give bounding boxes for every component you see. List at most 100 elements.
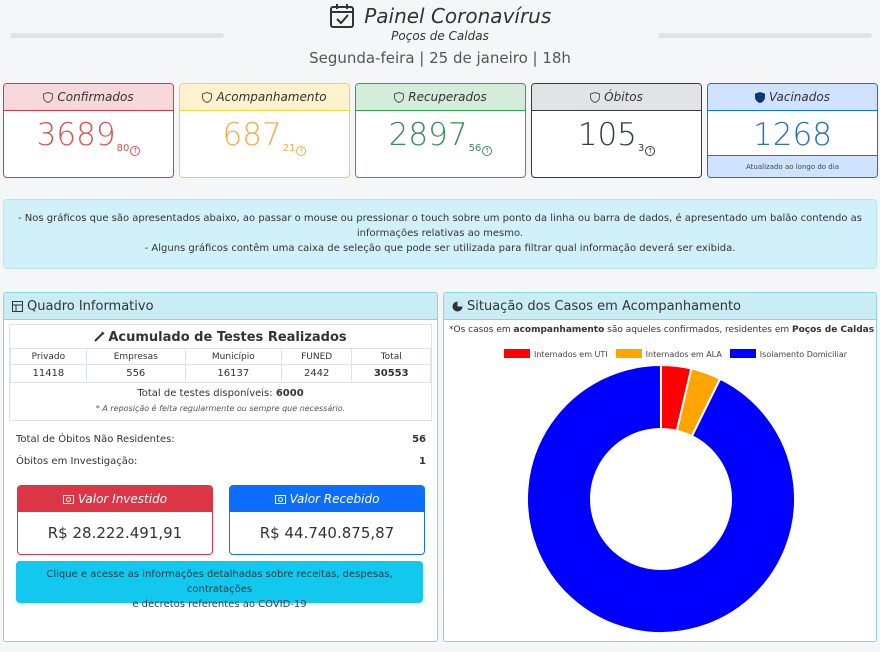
shield-icon (590, 91, 601, 104)
nonresident-deaths-row: Total de Óbitos Não Residentes: 56 (16, 434, 426, 445)
card-delta-value: 3 (637, 143, 645, 154)
tests-col-value: 16137 (184, 364, 282, 383)
card-label: Vacinados (769, 90, 830, 104)
note-bold: Poços de Caldas (792, 325, 875, 335)
note-text: são aqueles confirmados, residentes em (604, 325, 792, 335)
card-value: 3689 (36, 117, 116, 153)
card-delta: 21 ↑ (282, 143, 307, 156)
card-vacinados: Vacinados 1268 Atualizado ao longo do dia (707, 83, 878, 178)
card-delta: 80 ↑ (116, 143, 141, 156)
panel-title: Quadro Informativo (27, 299, 154, 314)
donut-slice[interactable] (526, 363, 796, 634)
card-number: 1268 (708, 117, 877, 160)
card-header: Óbitos (532, 84, 701, 111)
investigation-label: Óbitos em Investigação: (16, 456, 138, 467)
tests-table: Privado Empresas Município FUNED Total 11418… (10, 348, 431, 383)
card-value: 687 (222, 117, 282, 153)
card-footer: Atualizado ao longo do dia (708, 155, 877, 177)
donut-chart (526, 363, 796, 634)
nonresident-value: 56 (412, 434, 426, 445)
invested-card[interactable]: Valor Investido R$ 28.222.491,91 (17, 485, 213, 555)
tests-available: Total de testes disponíveis: 6000 (10, 388, 431, 399)
note-bold: acompanhamento (513, 325, 605, 335)
legend-item[interactable]: Isolamento Domiciliar (729, 349, 847, 359)
info-line: - Alguns gráficos contêm uma caixa de se… (144, 243, 736, 254)
received-card[interactable]: Valor Recebido R$ 44.740.875,87 (229, 485, 425, 555)
info-line: - Nos gráficos que são apresentados abai… (17, 213, 863, 224)
panel-header: Situação dos Casos em Acompanhamento (444, 293, 876, 320)
note-text: *Os casos em (449, 325, 514, 335)
panel-header: Quadro Informativo (4, 293, 437, 320)
card-confirmados: Confirmados 368980 ↑ (3, 83, 174, 178)
card-value: 105 (577, 117, 637, 153)
tests-col-value: 2442 (280, 364, 353, 383)
tests-title-text: Acumulado de Testes Realizados (108, 330, 347, 345)
tests-note: * A reposição é feita regularmente ou se… (95, 404, 346, 413)
card-acompanhamento: Acompanhamento 68721 ↑ (179, 83, 350, 178)
header-divider-left (10, 33, 224, 38)
legend-swatch (615, 349, 642, 358)
money-icon (62, 495, 74, 504)
tests-header-row: Privado Empresas Município FUNED Total (10, 348, 431, 365)
card-value: 2897 (388, 117, 468, 153)
tests-col-header: Privado (10, 348, 87, 365)
tests-col-header: FUNED (280, 348, 353, 365)
legend-swatch (729, 349, 756, 358)
tests-col-value: 11418 (10, 364, 87, 383)
tests-value-row: 11418 556 16137 2442 30553 (10, 364, 431, 383)
card-header: Confirmados (4, 84, 173, 111)
investigation-deaths-row: Óbitos em Investigação: 1 (16, 456, 426, 467)
card-label: Recuperados (408, 90, 487, 104)
shield-icon (43, 91, 54, 104)
money-icon (274, 495, 286, 504)
received-value: R$ 44.740.875,87 (259, 524, 395, 542)
card-value: 1268 (753, 117, 832, 153)
situacao-note: *Os casos em acompanhamento são aqueles … (449, 325, 874, 335)
legend-item[interactable]: Internados em UTI (504, 349, 608, 359)
panel-title: Situação dos Casos em Acompanhamento (467, 299, 741, 314)
card-óbitos: Óbitos 1053 ↑ (531, 83, 702, 178)
card-recuperados: Recuperados 289756 ↑ (355, 83, 526, 178)
invested-value: R$ 28.222.491,91 (47, 524, 183, 542)
legend-label: Internados em UTI (534, 350, 608, 359)
card-delta-value: 21 (282, 143, 296, 154)
tests-box: Acumulado de Testes Realizados Privado Em… (9, 324, 432, 421)
card-header: Vacinados (708, 84, 877, 111)
legend-swatch (504, 349, 530, 358)
tests-available-value: 6000 (275, 388, 304, 399)
tests-col-header: Município (184, 348, 282, 365)
arrow-up-circle-icon: ↑ (296, 146, 307, 156)
card-delta: 3 ↑ (637, 143, 656, 156)
legend-item[interactable]: Internados em ALA (615, 349, 722, 359)
page-title: Painel Coronavírus (364, 4, 552, 28)
info-line: informações relativas ao mesmo. (356, 228, 524, 239)
card-delta-value: 80 (116, 143, 130, 154)
nonresident-label: Total de Óbitos Não Residentes: (16, 434, 175, 445)
arrow-up-circle-icon: ↑ (482, 146, 493, 156)
tests-col-header: Total (351, 348, 431, 365)
card-header: Recuperados (356, 84, 525, 111)
calendar-check-icon (329, 4, 354, 28)
received-header: Valor Recebido (230, 486, 424, 512)
tests-title: Acumulado de Testes Realizados (10, 330, 431, 345)
syringe-icon (94, 331, 105, 342)
header-divider-right (658, 33, 872, 38)
situacao-panel: Situação dos Casos em Acompanhamento *Os… (443, 292, 877, 642)
card-number: 289756 ↑ (356, 117, 525, 167)
transparency-link-button[interactable]: Clique e acesse as informações detalhada… (16, 561, 423, 610)
card-label: Acompanhamento (216, 90, 327, 104)
quadro-informativo-panel: Quadro Informativo Acumulado de Testes R… (3, 292, 438, 642)
arrow-up-circle-icon: ↑ (645, 146, 656, 156)
card-label: Confirmados (57, 90, 134, 104)
shield-icon (755, 91, 766, 104)
card-number: 368980 ↑ (4, 117, 173, 167)
chart-legend: Internados em UTI Internados em ALA Isolam… (504, 349, 855, 359)
legend-label: Internados em ALA (645, 350, 722, 359)
tests-col-value: 30553 (351, 364, 431, 383)
card-delta: 56 ↑ (468, 143, 493, 156)
info-banner: - Nos gráficos que são apresentados abai… (3, 199, 877, 269)
cta-line: Clique e acesse as informações detalhada… (46, 569, 393, 595)
card-header: Acompanhamento (180, 84, 349, 111)
investigation-value: 1 (419, 456, 426, 467)
card-delta-value: 56 (468, 143, 482, 154)
